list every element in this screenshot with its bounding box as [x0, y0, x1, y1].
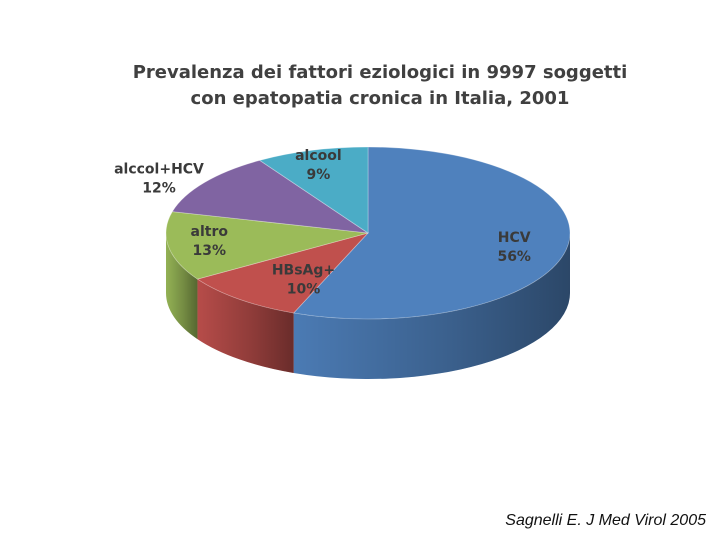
pie-label-alccol-hcv: alccol+HCV	[114, 161, 204, 177]
pie-value-hcv: 56%	[497, 249, 531, 265]
chart-title: Prevalenza dei fattori eziologici in 999…	[110, 60, 650, 112]
pie-slice-hbsag-	[196, 232, 370, 314]
pie-slice-alcool	[258, 146, 369, 234]
pie-label-altro: altro	[191, 224, 229, 240]
pie-side-hbsag-	[197, 279, 294, 373]
pie-top-faces	[165, 146, 571, 320]
pie-side-hcv	[293, 233, 570, 380]
pie-value-alccol-hcv: 12%	[142, 180, 176, 196]
chart-title-line-1: Prevalenza dei fattori eziologici in 999…	[132, 62, 628, 83]
pie-slice-alccol-hcv	[171, 159, 369, 234]
pie-labels: HCV 56% HBsAg+ 10% altro 13% alccol+HCV 12% alco…	[114, 148, 531, 298]
pie-value-altro: 13%	[193, 243, 227, 259]
pie-side-altro	[166, 233, 198, 340]
pie-value-hbsag-: 10%	[287, 282, 321, 298]
pie-slice-altro	[165, 211, 369, 280]
citation: Sagnelli E. J Med Virol 2005	[505, 512, 706, 529]
pie-label-hbsag-: HBsAg+	[272, 263, 335, 279]
pie-label-hcv: HCV	[498, 230, 531, 246]
pie-label-alcool: alcool	[295, 148, 342, 164]
pie-slice-hcv	[292, 146, 571, 320]
chart-title-line-2: con epatopatia cronica in Italia, 2001	[190, 88, 570, 109]
pie-value-alcool: 9%	[306, 167, 330, 183]
pie-side-walls	[166, 233, 570, 380]
